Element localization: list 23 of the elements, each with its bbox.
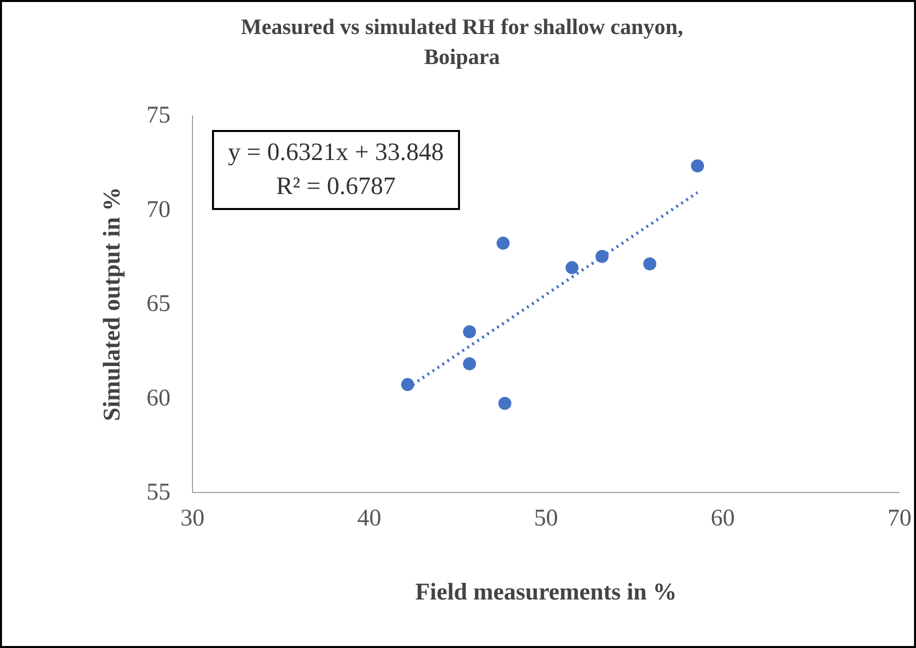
- annotation: R² = 0.6787: [276, 173, 396, 200]
- point: [565, 261, 579, 274]
- y-tick-label: 60: [146, 385, 170, 412]
- point: [498, 396, 512, 410]
- point: [462, 357, 476, 370]
- point: [496, 236, 510, 250]
- x-tick-label: 40: [357, 506, 382, 532]
- point: [690, 159, 704, 172]
- x-tick-label: 60: [710, 506, 735, 532]
- annotation: y = 0.6321x + 33.848: [228, 139, 444, 166]
- x-tick-label: 70: [888, 506, 912, 532]
- y-tick-label: 55: [146, 480, 170, 506]
- x-tick-label: 30: [180, 506, 204, 532]
- y-tick-label: 70: [146, 196, 170, 223]
- y-tick-label: 65: [146, 291, 170, 317]
- point: [643, 257, 656, 270]
- point: [462, 325, 476, 338]
- x-axis-title: Field measurements in %: [415, 580, 677, 606]
- y-tick-label: 75: [146, 102, 170, 128]
- point: [401, 378, 414, 392]
- x-tick-label: 50: [534, 506, 558, 532]
- chart-title: Measured vs simulated RH for shallow canyon, Boipara: [240, 13, 684, 71]
- y-axis-title: Simulated output in %: [100, 186, 126, 422]
